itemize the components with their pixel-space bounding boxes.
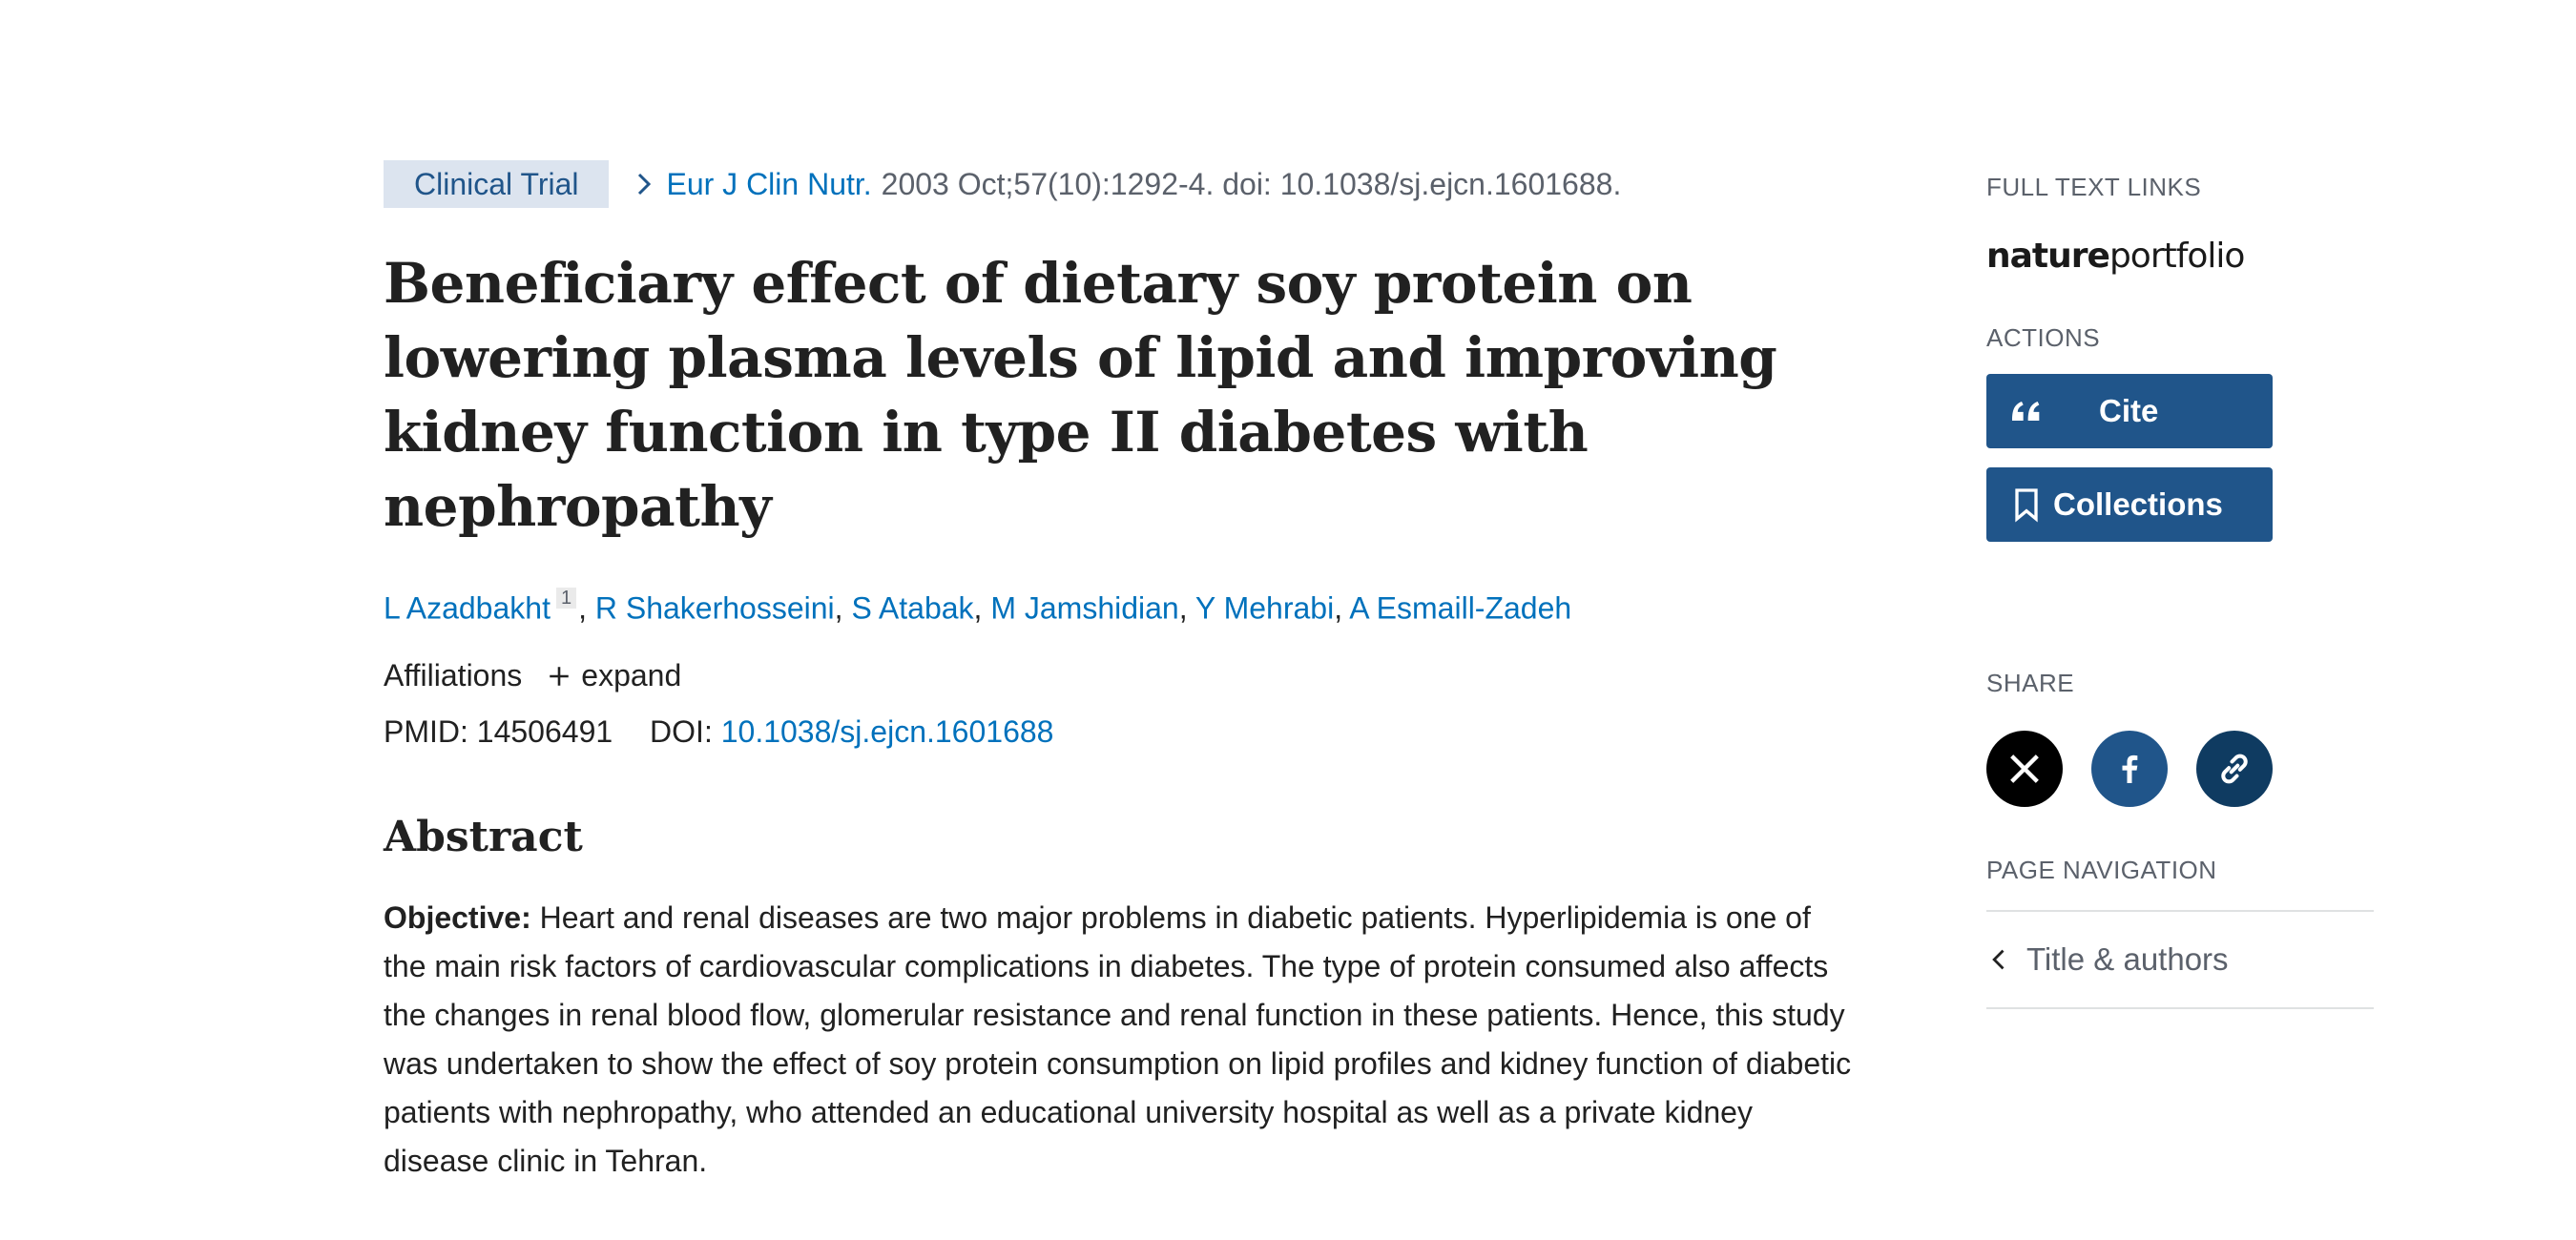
chevron-left-icon <box>1992 949 2005 970</box>
author-link[interactable]: Y Mehrabi <box>1195 590 1335 626</box>
cite-button[interactable]: Cite <box>1986 374 2273 448</box>
abstract-objective: Objective: Heart and renal diseases are … <box>384 894 1853 1186</box>
affiliation-ref[interactable]: 1 <box>555 588 577 609</box>
author-link[interactable]: R Shakerhosseini <box>594 590 835 626</box>
article-main: Clinical Trial Eur J Clin Nutr. 2003 Oct… <box>384 160 1853 1216</box>
page-nav-label: Title & authors <box>2026 941 2229 977</box>
identifiers-row: PMID: 14506491 DOI: 10.1038/sj.ejcn.1601… <box>384 711 1853 753</box>
author-list: L Azadbakht 1, R Shakerhosseini, S Atabak… <box>384 588 1572 626</box>
objective-text: Heart and renal diseases are two major p… <box>384 899 1852 1178</box>
plus-icon[interactable] <box>547 664 571 689</box>
divider <box>1986 910 2374 912</box>
bookmark-icon <box>2015 488 2038 523</box>
journal-link[interactable]: Eur J Clin Nutr. <box>666 166 872 201</box>
share-heading: SHARE <box>1986 669 2075 697</box>
link-icon <box>2221 754 2248 784</box>
affiliations-label: Affiliations <box>384 658 523 693</box>
affiliations-row: Affiliations expand <box>384 655 1853 697</box>
objective-label: Objective: <box>384 899 531 935</box>
collections-button[interactable]: Collections <box>1986 467 2273 542</box>
quote-icon <box>2012 402 2040 421</box>
doi-link[interactable]: 10.1038/sj.ejcn.1601688 <box>720 713 1054 749</box>
author-link[interactable]: L Azadbakht <box>384 590 551 626</box>
publication-type-badge: Clinical Trial <box>384 160 610 208</box>
doi-label: DOI: <box>650 713 713 749</box>
cite-label: Cite <box>2099 393 2159 428</box>
author-link[interactable]: M Jamshidian <box>990 590 1179 626</box>
citation-text: 2003 Oct;57(10):1292-4. doi: 10.1038/sj.… <box>881 166 1622 201</box>
pmid-label: PMID: <box>384 713 468 749</box>
collections-label: Collections <box>2053 486 2223 522</box>
abstract-heading: Abstract <box>384 812 583 861</box>
author-link[interactable]: S Atabak <box>851 590 974 626</box>
article-source: Clinical Trial Eur J Clin Nutr. 2003 Oct… <box>384 160 1853 208</box>
author-link[interactable]: A Esmaill-Zadeh <box>1349 590 1572 626</box>
actions-heading: ACTIONS <box>1986 323 2101 352</box>
facebook-icon <box>2122 754 2138 783</box>
full-text-links-heading: FULL TEXT LINKS <box>1986 173 2202 201</box>
chevron-right-icon <box>638 173 652 196</box>
nature-portfolio-logo[interactable]: natureportfolio <box>1986 237 2245 276</box>
expand-toggle[interactable]: expand <box>581 658 682 693</box>
article-title: Beneficiary effect of dietary soy protei… <box>384 251 1777 539</box>
x-icon <box>2010 754 2039 783</box>
page-navigation-heading: PAGE NAVIGATION <box>1986 856 2217 884</box>
sidebar: FULL TEXT LINKS natureportfolio ACTIONS … <box>1986 160 2378 1009</box>
page-nav-title-authors[interactable]: Title & authors <box>1986 912 2378 1007</box>
share-buttons <box>1986 731 2378 807</box>
share-x-button[interactable] <box>1986 731 2063 807</box>
share-facebook-button[interactable] <box>2091 731 2168 807</box>
copy-link-button[interactable] <box>2196 731 2273 807</box>
divider <box>1986 1007 2374 1009</box>
pmid-value: 14506491 <box>476 713 613 749</box>
